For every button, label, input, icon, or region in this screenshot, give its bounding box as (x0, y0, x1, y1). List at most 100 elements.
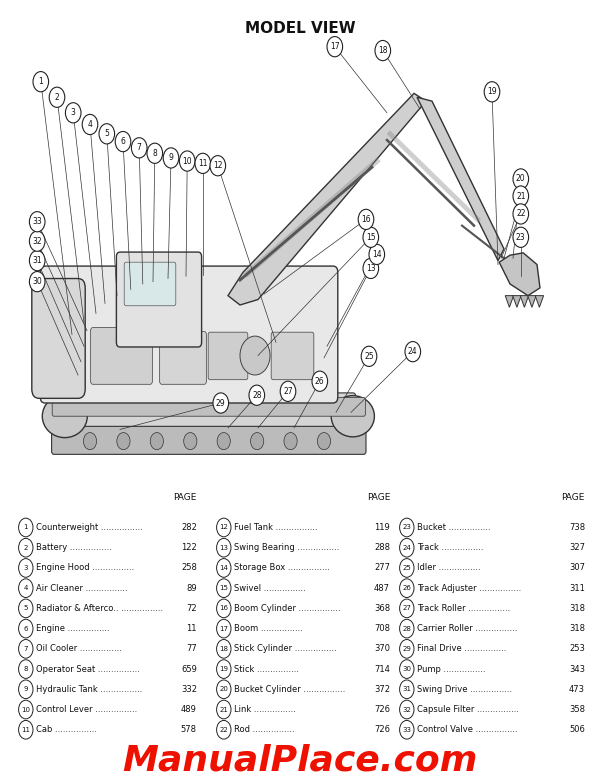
Text: 33: 33 (403, 727, 412, 733)
Circle shape (400, 619, 414, 638)
Text: Track ................: Track ................ (417, 543, 484, 552)
Circle shape (19, 700, 33, 719)
Text: Final Drive ................: Final Drive ................ (417, 644, 506, 654)
Text: Carrier Roller ................: Carrier Roller ................ (417, 624, 517, 633)
Circle shape (19, 538, 33, 557)
Text: 119: 119 (374, 523, 390, 532)
Circle shape (363, 258, 379, 279)
Text: Idler ................: Idler ................ (417, 563, 481, 573)
Text: 7: 7 (137, 143, 142, 152)
Circle shape (19, 579, 33, 598)
FancyBboxPatch shape (208, 332, 248, 380)
FancyBboxPatch shape (91, 328, 152, 384)
Text: 26: 26 (403, 585, 411, 591)
Text: 19: 19 (487, 87, 497, 96)
Text: 5: 5 (104, 129, 109, 138)
Text: 17: 17 (330, 42, 340, 51)
FancyBboxPatch shape (40, 266, 338, 403)
Text: Swing Bearing ................: Swing Bearing ................ (234, 543, 340, 552)
Text: 318: 318 (569, 604, 585, 613)
Text: Battery ................: Battery ................ (36, 543, 112, 552)
Text: 1: 1 (38, 77, 43, 86)
Circle shape (484, 82, 500, 102)
Text: 578: 578 (181, 725, 197, 734)
Circle shape (19, 619, 33, 638)
Text: 13: 13 (220, 545, 229, 551)
Text: 11: 11 (198, 159, 208, 168)
Circle shape (513, 169, 529, 189)
Circle shape (217, 599, 231, 618)
Text: Stick Cylinder ................: Stick Cylinder ................ (234, 644, 337, 654)
FancyBboxPatch shape (160, 331, 206, 384)
Circle shape (249, 385, 265, 405)
Circle shape (327, 37, 343, 57)
Circle shape (217, 518, 231, 537)
Text: 708: 708 (374, 624, 390, 633)
FancyBboxPatch shape (116, 252, 202, 347)
Text: 3: 3 (23, 565, 28, 571)
Text: Cab ................: Cab ................ (36, 725, 97, 734)
Circle shape (217, 700, 231, 719)
Circle shape (369, 244, 385, 265)
Text: 11: 11 (22, 727, 30, 733)
Circle shape (19, 599, 33, 618)
Text: 12: 12 (220, 524, 228, 531)
Text: 25: 25 (403, 565, 411, 571)
Text: 5: 5 (23, 605, 28, 612)
Text: 372: 372 (374, 685, 390, 694)
Circle shape (19, 640, 33, 658)
Text: 311: 311 (569, 584, 585, 593)
Text: 31: 31 (32, 256, 42, 265)
Circle shape (358, 209, 374, 230)
Text: Track Roller ................: Track Roller ................ (417, 604, 510, 613)
Circle shape (184, 433, 197, 450)
Circle shape (29, 272, 45, 292)
Text: PAGE: PAGE (562, 492, 585, 502)
Text: 9: 9 (169, 153, 173, 163)
Circle shape (400, 660, 414, 678)
Circle shape (400, 700, 414, 719)
Text: 21: 21 (220, 706, 228, 713)
Text: Control Lever ................: Control Lever ................ (36, 705, 137, 714)
Text: 24: 24 (408, 347, 418, 356)
Text: 31: 31 (403, 686, 412, 692)
Circle shape (150, 433, 163, 450)
Circle shape (363, 227, 379, 247)
Circle shape (375, 40, 391, 61)
Text: 25: 25 (364, 352, 374, 361)
Text: 4: 4 (23, 585, 28, 591)
Text: 10: 10 (182, 156, 192, 166)
FancyBboxPatch shape (52, 426, 366, 454)
Text: 368: 368 (374, 604, 390, 613)
Text: Counterweight ................: Counterweight ................ (36, 523, 143, 532)
Text: Swing Drive ................: Swing Drive ................ (417, 685, 512, 694)
Text: Fuel Tank ................: Fuel Tank ................ (234, 523, 317, 532)
Circle shape (82, 114, 98, 135)
Circle shape (217, 660, 231, 678)
Ellipse shape (331, 395, 374, 437)
Text: 29: 29 (403, 646, 411, 652)
Text: 19: 19 (220, 666, 229, 672)
Polygon shape (520, 296, 529, 307)
Text: Pump ................: Pump ................ (417, 664, 485, 674)
Text: Rod ................: Rod ................ (234, 725, 295, 734)
Text: Bucket Cylinder ................: Bucket Cylinder ................ (234, 685, 346, 694)
Circle shape (195, 153, 211, 173)
Text: 77: 77 (186, 644, 197, 654)
Text: 11: 11 (187, 624, 197, 633)
Text: Track Adjuster ................: Track Adjuster ................ (417, 584, 521, 593)
Text: 6: 6 (121, 137, 125, 146)
Text: 15: 15 (220, 585, 228, 591)
Text: 29: 29 (216, 398, 226, 408)
Text: 473: 473 (569, 685, 585, 694)
Circle shape (400, 559, 414, 577)
Text: 343: 343 (569, 664, 585, 674)
FancyBboxPatch shape (271, 332, 314, 380)
FancyBboxPatch shape (62, 393, 356, 440)
Circle shape (33, 72, 49, 92)
Text: Air Cleaner ................: Air Cleaner ................ (36, 584, 128, 593)
Text: 89: 89 (186, 584, 197, 593)
Text: 18: 18 (378, 46, 388, 55)
Text: 506: 506 (569, 725, 585, 734)
Polygon shape (528, 296, 536, 307)
